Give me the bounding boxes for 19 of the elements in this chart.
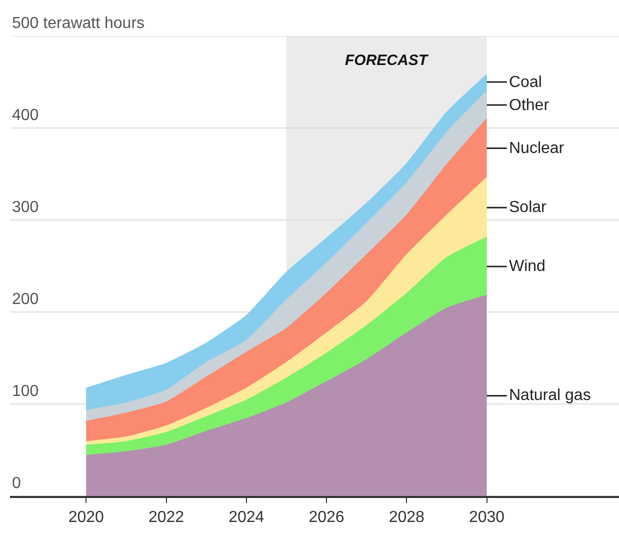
x-tick-label: 2024 [228, 509, 264, 526]
y-tick-label: 0 [12, 475, 21, 492]
series-label: Solar [509, 199, 548, 216]
series-label: Other [509, 97, 550, 114]
series-label: Coal [509, 74, 542, 91]
series-label: Nuclear [509, 140, 565, 157]
x-tick-label: 2022 [148, 509, 184, 526]
y-tick-label: 400 [12, 107, 39, 124]
band-label: FORECAST [345, 52, 430, 69]
y-tick-label: 200 [12, 291, 39, 308]
x-tick-label: 2028 [388, 509, 425, 526]
x-tick-label: 2026 [308, 509, 344, 526]
y-tick-label: 300 [12, 199, 39, 216]
x-tick-label: 2030 [468, 509, 505, 526]
y-tick-label: 500 terawatt hours [12, 15, 145, 32]
series-label: Wind [509, 258, 546, 275]
x-tick-label: 2020 [68, 509, 104, 526]
y-tick-label: 100 [12, 383, 39, 400]
text: Natural gas [509, 387, 591, 404]
